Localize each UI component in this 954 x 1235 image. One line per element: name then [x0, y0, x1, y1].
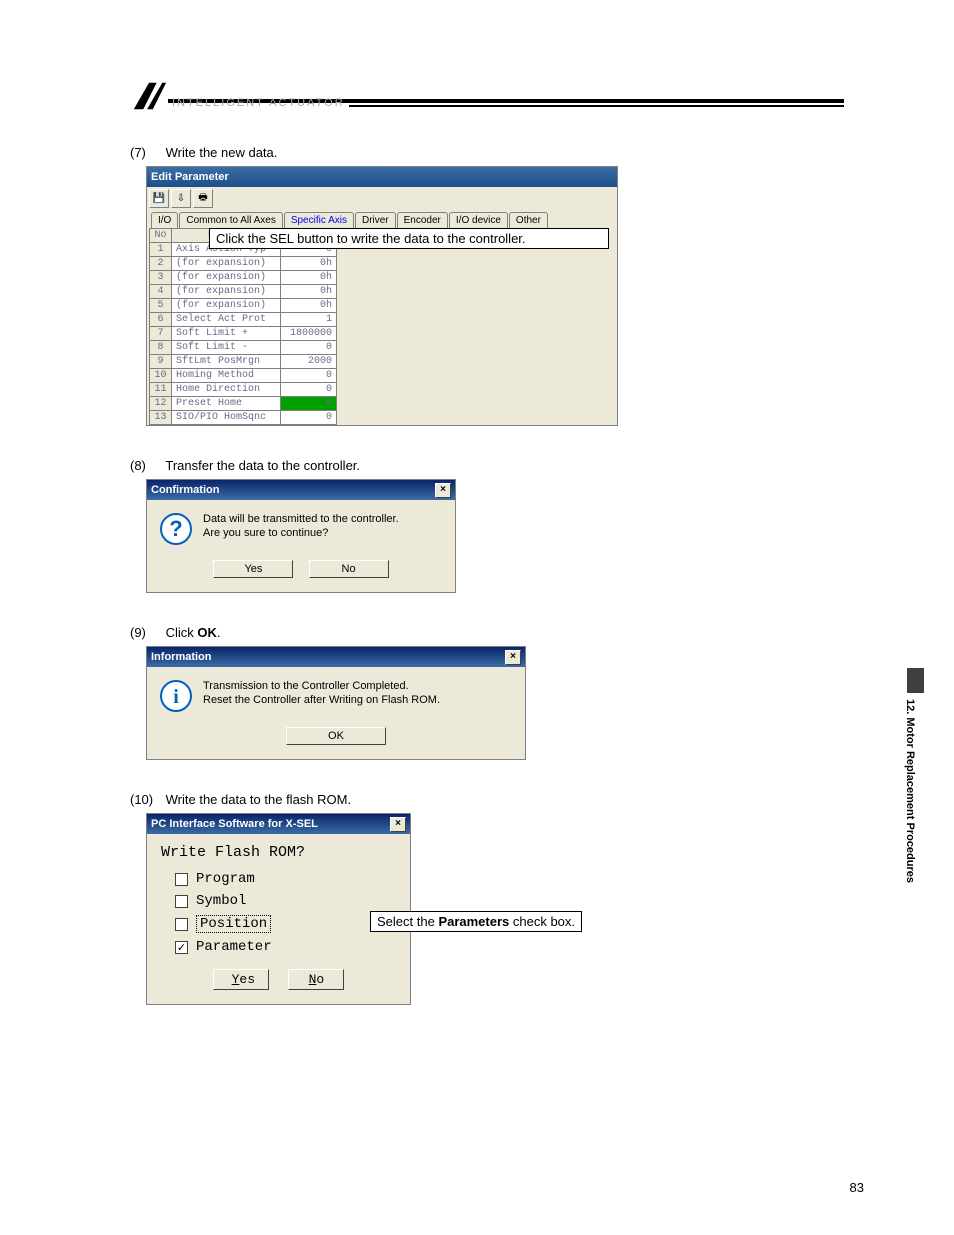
flash-rom-heading: Write Flash ROM?	[161, 844, 396, 861]
col-no: No	[150, 229, 172, 243]
information-message: Transmission to the Controller Completed…	[203, 679, 440, 713]
tab-encoder[interactable]: Encoder	[397, 212, 448, 228]
sel-write-icon[interactable]: ⇩	[171, 189, 191, 208]
checkbox-symbol-row[interactable]: Symbol	[175, 893, 396, 909]
brand-text: INTELLIGENT ACTUATOR	[172, 97, 345, 109]
step-7: (7) Write the new data.	[130, 145, 844, 160]
step-9-text: Click OK.	[166, 625, 221, 640]
no-button[interactable]: No	[309, 560, 389, 578]
side-marker	[907, 668, 924, 693]
information-titlebar: Information ×	[147, 647, 525, 667]
close-icon[interactable]: ×	[435, 483, 451, 498]
information-dialog: Information × i Transmission to the Cont…	[146, 646, 526, 760]
page-header: INTELLIGENT ACTUATOR	[130, 60, 844, 115]
step-10: (10) Write the data to the flash ROM.	[130, 792, 844, 807]
tab-specific-axis[interactable]: Specific Axis	[284, 212, 354, 228]
step-8-text: Transfer the data to the controller.	[165, 458, 360, 473]
no-button[interactable]: No	[288, 969, 344, 990]
parameter-tabs: I/O Common to All Axes Specific Axis Dri…	[147, 210, 617, 228]
question-icon: ?	[159, 512, 193, 546]
confirmation-title: Confirmation	[151, 484, 435, 496]
table-row: 5(for expansion)0h	[150, 299, 337, 313]
print-icon[interactable]: 🖶	[193, 189, 213, 208]
table-row: 7Soft Limit +1800000	[150, 327, 337, 341]
tab-iodevice[interactable]: I/O device	[449, 212, 508, 228]
yes-button[interactable]: Yes	[213, 560, 293, 578]
table-row: 6Select Act Prot1	[150, 313, 337, 327]
info-icon: i	[159, 679, 193, 713]
brand-logo	[130, 77, 168, 115]
step-8-num: (8)	[130, 458, 162, 473]
step-7-text: Write the new data.	[166, 145, 278, 160]
step-8: (8) Transfer the data to the controller.	[130, 458, 844, 473]
step-9-num: (9)	[130, 625, 162, 640]
parameter-table: No Parame 1Axis Action Typ0 2(for expans…	[149, 228, 337, 425]
confirmation-message: Data will be transmitted to the controll…	[203, 512, 399, 546]
table-row: 10Homing Method0	[150, 369, 337, 383]
step-7-num: (7)	[130, 145, 162, 160]
table-row: 8Soft Limit -0	[150, 341, 337, 355]
checkbox-program-row[interactable]: Program	[175, 871, 396, 887]
table-row: 3(for expansion)0h	[150, 271, 337, 285]
section-label: 12. Motor Replacement Procedures	[904, 699, 916, 883]
close-icon[interactable]: ×	[505, 650, 521, 665]
table-row: 4(for expansion)0h	[150, 285, 337, 299]
step-10-callout: Select the Parameters check box.	[370, 911, 582, 932]
tab-driver[interactable]: Driver	[355, 212, 396, 228]
table-row: 9SftLmt PosMrgn2000	[150, 355, 337, 369]
edit-parameter-titlebar: Edit Parameter	[147, 167, 617, 187]
tab-common[interactable]: Common to All Axes	[179, 212, 282, 228]
flash-rom-dialog: PC Interface Software for X-SEL × Write …	[146, 813, 411, 1005]
table-row: 13SIO/PIO HomSqnc0	[150, 411, 337, 425]
step-9: (9) Click OK.	[130, 625, 844, 640]
step-7-callout: Click the SEL button to write the data t…	[209, 228, 609, 249]
tab-io[interactable]: I/O	[151, 212, 178, 228]
edit-parameter-toolbar: 💾 ⇩ 🖶	[147, 187, 617, 210]
page-number: 83	[850, 1180, 864, 1195]
table-row: 2(for expansion)0h	[150, 257, 337, 271]
checkbox-parameter-row[interactable]: Parameter	[175, 939, 396, 955]
step-10-text: Write the data to the flash ROM.	[166, 792, 351, 807]
checkbox-program[interactable]	[175, 873, 188, 886]
ok-button[interactable]: OK	[286, 727, 386, 745]
edit-parameter-title: Edit Parameter	[151, 171, 613, 183]
flash-rom-title: PC Interface Software for X-SEL	[151, 818, 390, 830]
checkbox-symbol[interactable]	[175, 895, 188, 908]
confirmation-dialog: Confirmation × ? Data will be transmitte…	[146, 479, 456, 593]
svg-text:i: i	[173, 686, 179, 708]
table-row: 12Preset Home0	[150, 397, 337, 411]
flash-rom-titlebar: PC Interface Software for X-SEL ×	[147, 814, 410, 834]
tab-other[interactable]: Other	[509, 212, 548, 228]
checkbox-position[interactable]	[175, 918, 188, 931]
checkbox-parameter[interactable]	[175, 941, 188, 954]
yes-button[interactable]: Yes	[213, 969, 269, 990]
checkbox-position-row[interactable]: Position	[175, 915, 396, 933]
save-icon[interactable]: 💾	[149, 189, 169, 208]
confirmation-titlebar: Confirmation ×	[147, 480, 455, 500]
edit-parameter-window: Edit Parameter 💾 ⇩ 🖶 I/O Common to All A…	[146, 166, 618, 426]
information-title: Information	[151, 651, 505, 663]
step-10-num: (10)	[130, 792, 162, 807]
svg-text:?: ?	[169, 516, 182, 541]
section-side-tab: 12. Motor Replacement Procedures	[904, 668, 926, 883]
table-row: 11Home Direction0	[150, 383, 337, 397]
close-icon[interactable]: ×	[390, 817, 406, 832]
